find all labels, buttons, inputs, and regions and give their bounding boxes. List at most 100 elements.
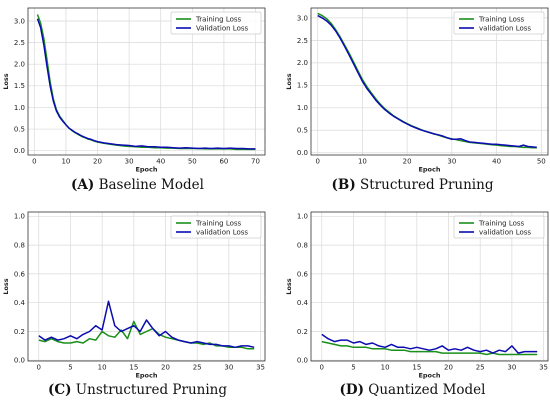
- x-axis-title: Epoch: [135, 166, 157, 174]
- x-tick-label: 20: [444, 364, 453, 372]
- legend-box: [170, 11, 262, 35]
- validation-loss-line: [38, 300, 255, 349]
- caption-a-text: Baseline Model: [98, 177, 204, 193]
- x-axis-title: Epoch: [418, 166, 440, 174]
- plot-frame: [27, 211, 266, 362]
- validation-loss-line: [321, 333, 538, 354]
- x-tick-label: 35: [256, 364, 265, 372]
- y-tick-label: 1.0: [297, 104, 308, 112]
- legend-label: Validation Loss: [196, 25, 248, 33]
- y-tick-label: 0.4: [14, 299, 26, 307]
- plot-frame: [310, 7, 549, 156]
- x-tick-label: 20: [93, 158, 102, 166]
- y-tick-label: 1.0: [14, 104, 25, 112]
- y-tick-label: 0.6: [14, 270, 26, 278]
- training-loss-line: [321, 340, 538, 356]
- y-tick-label: 3.0: [297, 14, 308, 22]
- y-tick-label: 0.5: [14, 125, 25, 133]
- legend-label: Training Loss: [195, 16, 242, 24]
- y-tick-label: 0.0: [297, 357, 308, 365]
- y-tick-label: 0.2: [14, 328, 25, 336]
- caption-c-text: Unstructured Pruning: [75, 382, 228, 398]
- legend-label: Training Loss: [195, 220, 242, 228]
- y-tick-label: 0.8: [14, 242, 25, 250]
- x-tick-label: 15: [129, 364, 138, 372]
- legend-label: Training Loss: [478, 220, 525, 228]
- legend-box: [170, 215, 262, 239]
- legend-label: Training Loss: [478, 16, 525, 24]
- y-tick-label: 0.4: [297, 299, 309, 307]
- x-tick-label: 0: [37, 364, 41, 372]
- x-tick-label: 25: [476, 364, 485, 372]
- caption-d: (D) Quantized Model: [275, 382, 550, 398]
- legend-box: [453, 11, 545, 35]
- legend-box: [453, 215, 545, 239]
- y-tick-label: 2.5: [14, 39, 25, 47]
- y-tick-label: 0.2: [297, 328, 308, 336]
- y-tick-label: 1.5: [297, 82, 308, 90]
- y-axis-title: Loss: [2, 73, 10, 89]
- caption-b: (B) Structured Pruning: [275, 177, 550, 193]
- x-tick-label: 20: [161, 364, 170, 372]
- x-tick-label: 50: [537, 158, 546, 166]
- x-tick-label: 40: [492, 158, 501, 166]
- y-tick-label: 0.8: [297, 242, 308, 250]
- caption-a-letter: (A): [71, 177, 95, 193]
- plot-frame: [27, 7, 266, 156]
- y-tick-label: 2.0: [14, 61, 25, 69]
- y-tick-label: 0.6: [297, 270, 309, 278]
- x-tick-label: 30: [507, 364, 516, 372]
- validation-loss-line: [317, 14, 537, 149]
- y-tick-label: 0.0: [14, 147, 25, 155]
- plot-frame: [310, 211, 549, 362]
- caption-a: (A) Baseline Model: [0, 177, 275, 193]
- y-tick-label: 1.5: [14, 82, 25, 90]
- x-tick-label: 0: [315, 158, 319, 166]
- x-tick-label: 70: [251, 158, 260, 166]
- chart-panel-b: 0 10 20 30 40 50 0.0 0.5 1.0 1.5 2.0 2.5 3.0 Epoch Los…: [285, 7, 549, 174]
- y-tick-label: 0.0: [297, 149, 308, 157]
- y-tick-label: 1.0: [297, 213, 308, 221]
- legend-label: validation Loss: [479, 229, 531, 237]
- x-tick-label: 40: [156, 158, 165, 166]
- chart-panel-c: 0 5 10 15 20 25 30 35 0.0 0.2 0.4 0.6 0.8 1.0 Epoch Los…: [2, 211, 266, 380]
- x-tick-label: 30: [125, 158, 134, 166]
- x-tick-label: 25: [193, 364, 202, 372]
- x-tick-label: 0: [320, 364, 324, 372]
- chart-panel-a: 0 10 20 30 40 50 60 70 0.0 0.5 1.0 1.5 2.0 2.5 3.0 Epoc…: [2, 7, 266, 174]
- x-tick-label: 10: [381, 364, 390, 372]
- x-tick-label: 15: [412, 364, 421, 372]
- y-axis-title: Loss: [285, 278, 293, 294]
- x-axis-title: Epoch: [418, 372, 440, 380]
- x-tick-label: 35: [539, 364, 548, 372]
- legend-label: validation Loss: [479, 25, 531, 33]
- caption-d-text: Quantized Model: [368, 382, 486, 398]
- x-tick-label: 10: [358, 158, 367, 166]
- validation-loss-line: [36, 18, 256, 150]
- y-tick-label: 0.5: [297, 127, 308, 135]
- y-tick-label: 3.0: [14, 17, 25, 25]
- chart-panel-d: 0 5 10 15 20 25 30 35 0.0 0.2 0.4 0.6 0.8 1.0 Epoch Los…: [285, 211, 549, 380]
- caption-c-letter: (C): [47, 382, 72, 398]
- caption-d-letter: (D): [339, 382, 364, 398]
- x-tick-label: 30: [224, 364, 233, 372]
- x-tick-label: 0: [32, 158, 36, 166]
- y-tick-label: 0.0: [14, 357, 25, 365]
- x-tick-label: 60: [219, 158, 228, 166]
- y-tick-label: 2.5: [297, 37, 308, 45]
- x-tick-label: 5: [68, 364, 72, 372]
- x-tick-label: 5: [351, 364, 355, 372]
- caption-c: (C) Unstructured Pruning: [0, 382, 275, 398]
- y-tick-label: 1.0: [14, 213, 25, 221]
- y-tick-label: 2.0: [297, 59, 308, 67]
- x-tick-label: 10: [61, 158, 70, 166]
- training-loss-line: [38, 320, 255, 350]
- caption-b-text: Structured Pruning: [360, 177, 494, 193]
- legend-label: validation Loss: [196, 229, 248, 237]
- x-tick-label: 20: [403, 158, 412, 166]
